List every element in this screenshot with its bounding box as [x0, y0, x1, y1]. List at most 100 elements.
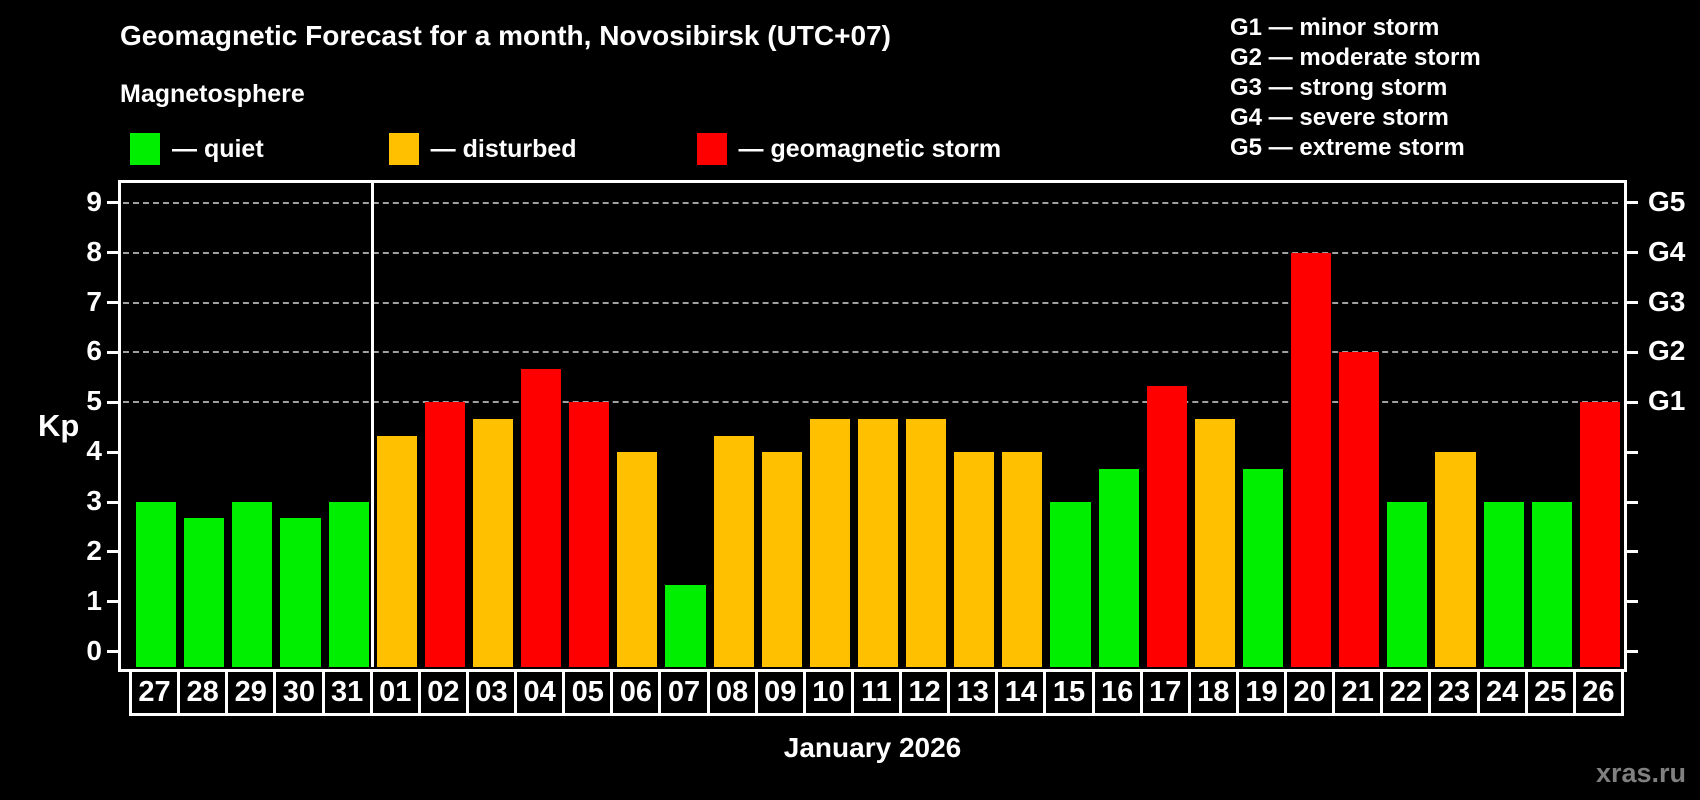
y-tick-label: 0 — [86, 634, 102, 666]
day-label-cell: 05 — [562, 669, 614, 716]
day-label-cell: 12 — [899, 669, 951, 716]
y-tick-label: 4 — [86, 435, 102, 467]
g-legend-row-g4: G4 — severe storm — [1230, 104, 1449, 131]
day-label-cell: 30 — [273, 669, 325, 716]
g-legend-row-g3: G3 — strong storm — [1230, 74, 1448, 101]
kp-bar — [569, 402, 610, 667]
day-label-cell: 08 — [706, 669, 758, 716]
disturbed-color-swatch — [388, 133, 419, 165]
g-axis-label: G5 — [1648, 185, 1686, 217]
kp-bar — [1579, 402, 1620, 667]
g-legend-row-g1: G1 — minor storm — [1230, 14, 1440, 41]
kp-bar — [328, 502, 369, 667]
day-label-cell: 10 — [802, 669, 854, 716]
kp-bar — [376, 435, 417, 667]
day-label-cell: 27 — [129, 669, 181, 716]
kp-bar — [713, 435, 754, 667]
y-tick — [107, 201, 121, 205]
grid-line — [123, 401, 1618, 404]
y-tick-label: 5 — [86, 385, 102, 417]
day-label-cell: 03 — [465, 669, 518, 716]
kp-bar — [1050, 502, 1091, 667]
kp-bar — [1483, 502, 1524, 667]
g-axis-label: G1 — [1648, 385, 1686, 417]
y-tick-label: 1 — [86, 584, 102, 616]
day-label-cell: 04 — [514, 669, 566, 716]
y-tick-label: 7 — [86, 285, 102, 317]
kp-bar — [954, 452, 995, 667]
subtitle-magnetosphere: Magnetosphere — [120, 80, 305, 108]
y-axis-title-kp: Kp — [38, 408, 80, 443]
y-tick — [107, 400, 121, 404]
grid-line — [123, 351, 1618, 354]
kp-bar — [857, 418, 899, 667]
kp-bar — [136, 502, 177, 667]
kp-bar — [1002, 452, 1043, 667]
y-tick — [1624, 251, 1638, 255]
day-label-cell: 15 — [1043, 669, 1095, 716]
watermark-xras: xras.ru — [1595, 758, 1686, 788]
grid-line — [123, 301, 1618, 304]
legend-item-storm: — geomagnetic storm — [696, 133, 1001, 165]
day-label-cell: 14 — [995, 669, 1047, 716]
g-axis-label: G3 — [1648, 285, 1686, 317]
day-label-cell: 09 — [754, 669, 806, 716]
kp-bar — [1291, 252, 1332, 667]
kp-bar — [1242, 468, 1284, 667]
day-label-cell: 26 — [1572, 669, 1624, 716]
y-tick-label: 9 — [86, 185, 102, 217]
kp-bar — [1339, 352, 1380, 667]
day-label-cell: 02 — [417, 669, 469, 716]
kp-bar — [232, 502, 273, 667]
kp-bar — [617, 452, 658, 667]
month-separator-line — [371, 183, 375, 667]
kp-bar — [761, 452, 802, 667]
legend-item-quiet: — quiet — [130, 133, 264, 165]
legend-item-disturbed: — disturbed — [388, 133, 577, 165]
y-tick — [1624, 500, 1638, 504]
day-label-cell: 06 — [610, 669, 662, 716]
day-label-cell: 23 — [1428, 669, 1480, 716]
y-tick — [107, 600, 121, 604]
day-label-cell: 22 — [1380, 669, 1432, 716]
y-tick — [1624, 400, 1638, 404]
y-tick — [1624, 450, 1638, 454]
y-tick — [1624, 550, 1638, 554]
y-tick — [1624, 201, 1638, 205]
kp-bar — [424, 402, 465, 667]
x-axis-title-month: January 2026 — [783, 732, 962, 763]
plot-area — [118, 180, 1627, 672]
legend-label-quiet: — quiet — [172, 134, 264, 163]
kp-bar — [472, 418, 514, 667]
kp-bar — [906, 418, 947, 667]
day-label-cell: 28 — [177, 669, 229, 716]
y-tick — [1624, 650, 1638, 654]
grid-line — [123, 251, 1618, 254]
kp-bar — [1387, 502, 1428, 667]
g-axis-label: G2 — [1648, 335, 1686, 367]
g-legend-row-g5: G5 — extreme storm — [1230, 134, 1465, 161]
kp-bar — [184, 518, 225, 667]
y-tick — [1624, 301, 1638, 305]
kp-bar — [280, 518, 321, 667]
y-tick — [107, 650, 121, 654]
day-label-cell: 17 — [1139, 669, 1191, 716]
day-label-cell: 18 — [1187, 669, 1239, 716]
storm-color-swatch — [696, 133, 727, 165]
y-tick — [107, 251, 121, 255]
legend-label-disturbed: — disturbed — [430, 134, 577, 163]
kp-bar — [1531, 502, 1572, 667]
page-title: Geomagnetic Forecast for a month, Novosi… — [120, 20, 891, 51]
kp-bar — [665, 585, 706, 667]
g-axis-label: G4 — [1648, 235, 1686, 267]
quiet-color-swatch — [130, 133, 160, 165]
y-tick-label: 3 — [86, 485, 102, 516]
g-scale-legend: G1 — minor storm G2 — moderate storm G3 … — [1230, 13, 1481, 163]
kp-bar — [1146, 385, 1187, 667]
day-label-cell: 21 — [1332, 669, 1384, 716]
g-legend-row-g2: G2 — moderate storm — [1230, 44, 1481, 71]
y-tick — [1624, 350, 1638, 354]
y-tick — [107, 301, 121, 305]
day-label-cell: 01 — [369, 669, 421, 716]
